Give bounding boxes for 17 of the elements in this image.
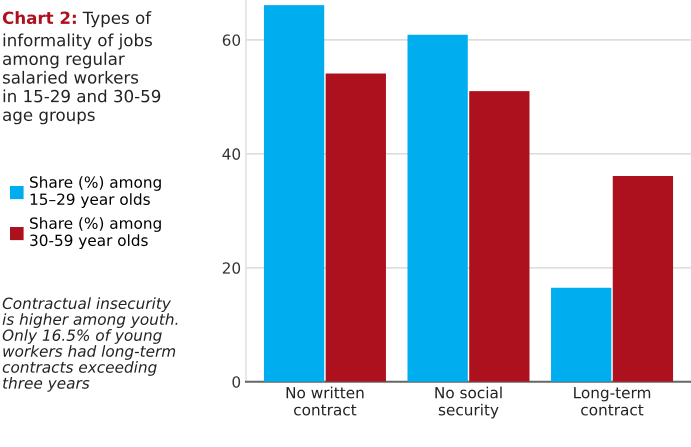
y-tick-label: 20 (222, 262, 240, 274)
text: Chart 2: Types of informality of jobs among regular salaried workers in 15-29 and 30-59 age groups (2, 11, 160, 124)
x-tick-label: No social security (435, 386, 502, 418)
bar (264, 5, 324, 382)
y-tick-label: 0 (232, 376, 240, 388)
x-tick-label: Long-term contract (574, 387, 650, 416)
x-tick-label: No written contract (286, 386, 364, 416)
y-tick-label: 60 (222, 34, 240, 46)
legend-label: Share (%) among 30-59 year olds (30, 217, 161, 250)
bar (612, 176, 674, 382)
text: Contractual insecurity is higher among youth. Only 16.5% of young workers had long-term contracts exceeding three years (2, 297, 178, 392)
legend-label: Share (%) among 15–29 year olds (30, 176, 161, 208)
bar (469, 91, 530, 382)
bar (551, 288, 612, 382)
y-tick-label: 40 (222, 148, 240, 160)
bar (326, 74, 386, 382)
bar (407, 34, 468, 382)
